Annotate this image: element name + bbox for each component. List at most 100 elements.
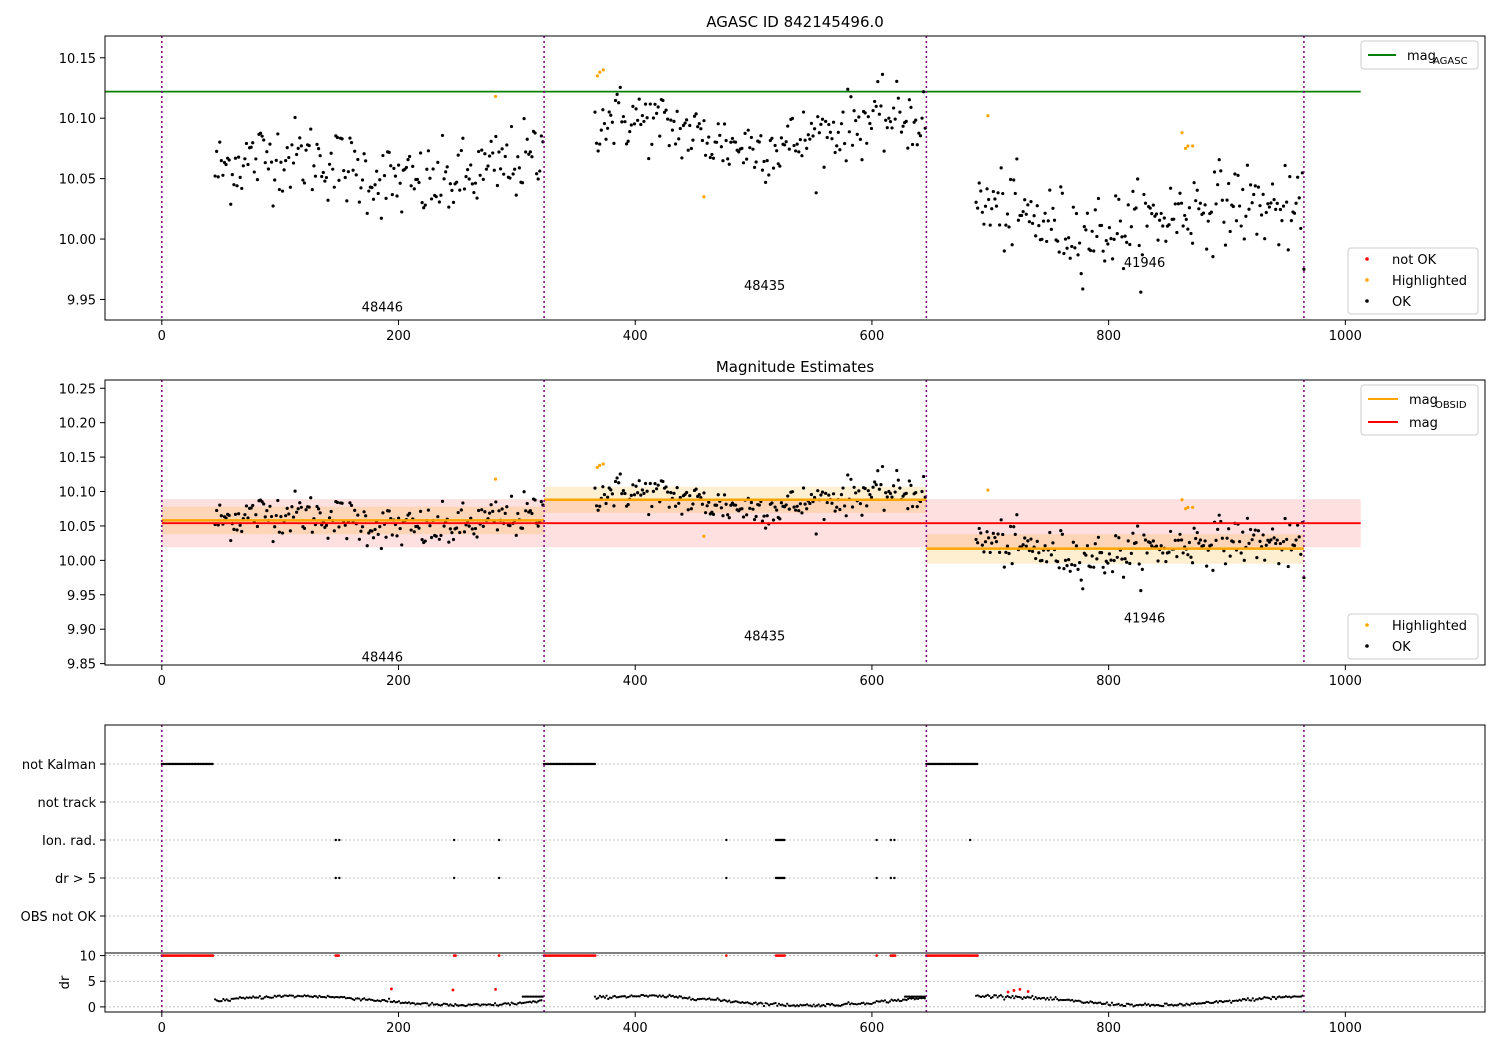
obsid-label: 41946 [1124,612,1165,627]
ok-point [699,495,703,500]
dr-point [777,1002,781,1005]
ok-point [508,176,512,180]
flag-row-label: dr > 5 [55,872,96,887]
ok-point [520,526,525,530]
dr-point [650,994,653,997]
dr-point [429,1003,432,1006]
ok-point [221,173,225,177]
ok-point [1007,225,1011,229]
dr-point [1145,1003,1148,1007]
ok-point [618,85,622,89]
dr-point [484,1003,487,1006]
ok-point [462,530,467,534]
dr-point [618,995,621,998]
dr-point [885,1001,888,1004]
dr-point [1172,1004,1175,1007]
dr-point [913,998,916,1001]
ok-point [1068,569,1072,573]
ok-point [1136,524,1140,528]
ok-point [284,158,288,163]
dr-point [850,1002,853,1005]
ok-point [318,154,322,158]
dr-not-ok-point [725,954,728,957]
ok-point [1063,237,1068,241]
ok-point [528,509,532,513]
dr-point [1134,1004,1137,1007]
ok-point [715,140,719,144]
ok-point [1216,527,1220,532]
ok-point [258,131,263,135]
ok-point [244,504,249,508]
ok-point [1209,543,1213,547]
ok-point [976,206,980,210]
ok-point [1052,218,1057,222]
ok-point [794,508,798,512]
ok-point [909,483,913,487]
dr-point [797,1005,800,1008]
dr-point [1115,1003,1119,1006]
ok-point [1297,196,1301,200]
ok-point [299,144,303,148]
ok-point [1272,197,1276,202]
ok-point [846,87,850,91]
ok-point [598,142,602,146]
dr-point [610,996,613,1000]
ok-point [1143,538,1148,542]
ok-point [1067,236,1071,240]
dr-point [1182,1004,1185,1007]
ok-point [340,137,344,141]
ok-point [895,79,899,83]
highlighted-point [598,463,602,467]
ok-point [1076,253,1080,257]
ok-point [340,501,344,505]
ok-point [426,149,430,153]
ok-point [888,120,893,124]
dr-point [681,997,684,1000]
obsid-label: 41946 [1124,256,1165,271]
ok-point [1101,249,1105,253]
ok-point [707,135,711,139]
ok-point [1110,570,1115,574]
dr-point [527,995,531,998]
dr-point [369,998,372,1001]
ok-point [215,149,219,154]
ok-point [439,533,443,538]
dr-point [698,998,701,1001]
ok-point [827,493,831,497]
ok-point [418,151,423,155]
ok-point [1256,529,1261,533]
dr-point [538,999,541,1002]
ok-point [536,177,540,181]
ok-point [1219,169,1223,173]
ok-point [648,481,652,486]
ok-point [301,178,305,182]
dr-point [336,996,339,999]
ok-point [384,196,388,200]
ok-point [224,516,228,520]
dr-point [315,995,318,998]
dr-point [834,1004,837,1007]
dr-point [308,995,311,998]
ok-point [1278,541,1282,546]
ok-point [1197,207,1201,211]
ok-point [304,148,308,152]
ok-point [852,109,856,113]
dr-point [1148,1004,1152,1008]
dr-point [832,1003,835,1007]
ok-point [461,501,465,505]
ok-point [617,481,621,485]
ok-point [1060,191,1064,195]
ok-point [291,161,296,165]
ok-point [1239,551,1243,555]
dr-point [1183,1004,1186,1007]
ok-point [436,515,440,519]
dr-point [285,994,288,997]
ok-point [711,156,716,160]
ok-point [648,102,652,106]
dr-point [766,1002,769,1005]
dr-point [671,994,674,997]
dr-point [754,1001,757,1004]
ok-point [478,173,482,177]
ok-point [359,186,363,190]
